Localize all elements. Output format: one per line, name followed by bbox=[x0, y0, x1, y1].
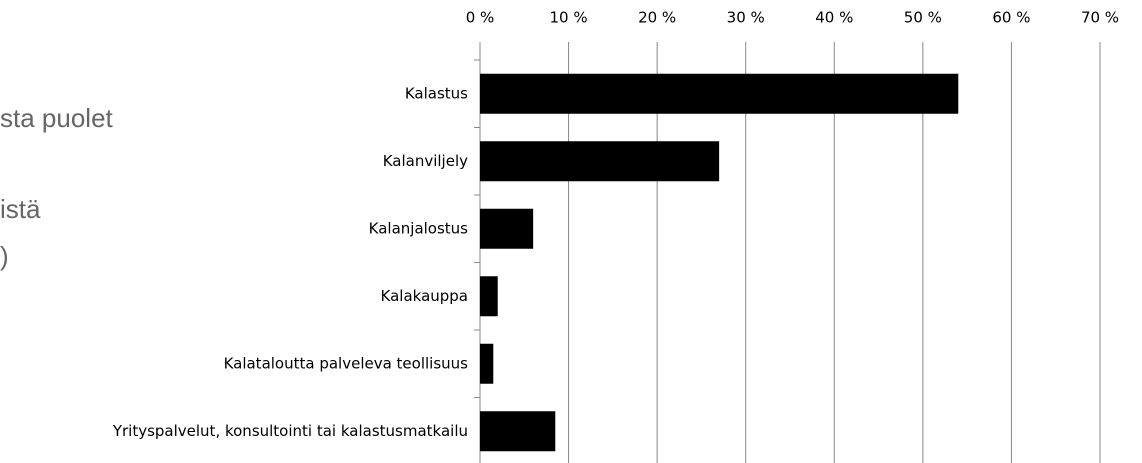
y-tick-label: Yrityspalvelut, konsultointi tai kalastu… bbox=[112, 422, 468, 440]
x-tick-label: 50 % bbox=[904, 9, 942, 27]
x-tick-label: 0 % bbox=[466, 9, 495, 27]
x-tick-label: 20 % bbox=[638, 9, 676, 27]
annotation: sta puolet bbox=[0, 103, 114, 133]
bar bbox=[480, 343, 494, 384]
x-tick-label: 30 % bbox=[727, 9, 765, 27]
x-tick-label: 70 % bbox=[1081, 9, 1119, 27]
bar bbox=[480, 73, 959, 114]
bar bbox=[480, 276, 498, 317]
annotation: ) bbox=[0, 241, 9, 271]
y-tick-label: Kalanjalostus bbox=[369, 219, 469, 237]
y-tick-label: Kalastus bbox=[405, 84, 468, 102]
y-tick-label: Kalataloutta palveleva teollisuus bbox=[224, 354, 469, 372]
y-tick-label: Kalakauppa bbox=[381, 287, 468, 305]
x-tick-label: 60 % bbox=[992, 9, 1030, 27]
x-tick-label: 10 % bbox=[550, 9, 588, 27]
x-tick-label: 40 % bbox=[815, 9, 853, 27]
bar bbox=[480, 141, 720, 182]
annotation: istä bbox=[0, 194, 41, 224]
y-tick-label: Kalanviljely bbox=[383, 152, 468, 170]
bar bbox=[480, 411, 556, 452]
bar bbox=[480, 208, 534, 249]
